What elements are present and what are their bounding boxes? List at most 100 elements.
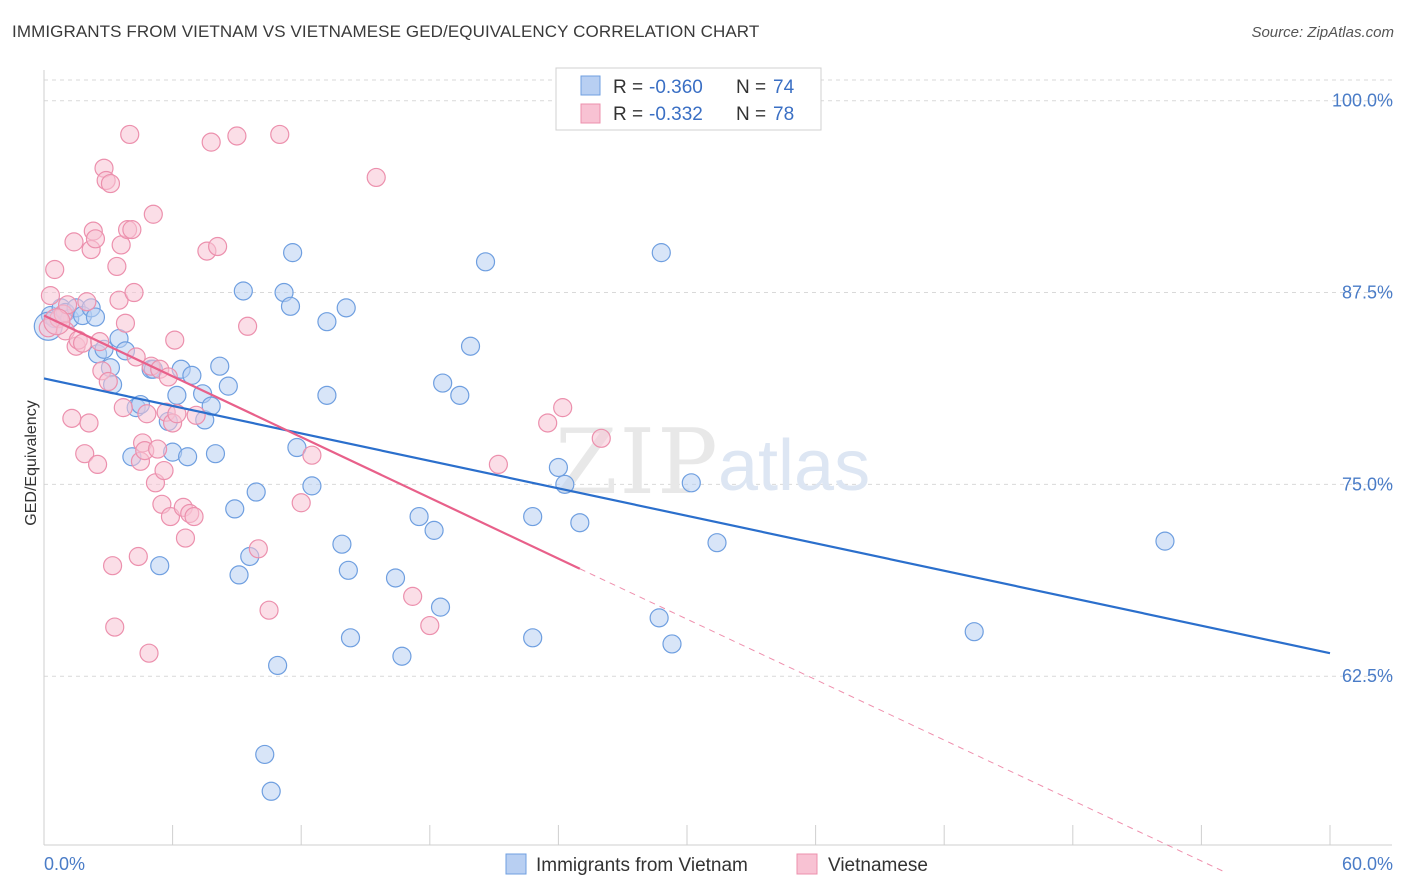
- data-point: [488, 454, 508, 475]
- grid-lines: [44, 79, 1392, 677]
- data-point: [167, 385, 187, 405]
- legend-n-value-2: 78: [773, 104, 794, 125]
- data-point: [218, 376, 238, 396]
- data-point: [225, 499, 245, 519]
- legend-bottom-swatch-pink: [796, 853, 818, 875]
- legend-r-value-2: -0.332: [649, 104, 703, 125]
- data-point: [139, 643, 159, 663]
- y-tick-labels: 62.5% 75.0% 87.5% 100.0%: [1332, 91, 1393, 686]
- data-point: [208, 236, 228, 257]
- data-point: [283, 243, 303, 263]
- data-point: [1155, 531, 1175, 551]
- data-point: [122, 220, 142, 240]
- data-point: [115, 313, 136, 333]
- data-point: [255, 744, 275, 765]
- data-point: [403, 586, 423, 606]
- chart-title: IMMIGRANTS FROM VIETNAM VS VIETNAMESE GE…: [12, 22, 760, 41]
- series-vietnamese: [38, 124, 611, 663]
- data-point: [102, 556, 123, 576]
- data-point: [87, 454, 108, 475]
- legend-r-label-1: R =: [613, 77, 648, 98]
- data-point: [538, 413, 558, 433]
- data-point: [317, 312, 337, 332]
- data-point: [79, 413, 99, 433]
- data-point: [248, 539, 268, 559]
- legend-r-label-2: R =: [613, 104, 648, 125]
- legend-swatch-pink: [580, 103, 601, 124]
- data-point: [85, 307, 106, 327]
- data-point: [268, 655, 288, 676]
- data-point: [366, 167, 386, 188]
- data-point: [124, 282, 144, 303]
- legend-r-value-1: -0.360: [649, 77, 703, 98]
- legend-bottom-swatch-blue: [505, 853, 527, 875]
- data-point: [523, 506, 543, 527]
- x-tick-label: 0.0%: [44, 854, 85, 874]
- data-point: [430, 597, 451, 617]
- data-point: [340, 628, 361, 648]
- data-point: [409, 506, 429, 527]
- data-point: [548, 457, 569, 478]
- data-point: [120, 124, 140, 145]
- watermark: ZIP atlas: [555, 410, 870, 515]
- data-point: [62, 408, 82, 428]
- data-point: [143, 204, 163, 224]
- data-point: [184, 506, 204, 527]
- data-point: [229, 565, 249, 585]
- data-point: [338, 560, 358, 580]
- data-point: [302, 476, 322, 496]
- data-point: [591, 428, 611, 448]
- data-point: [460, 336, 481, 356]
- data-point: [707, 533, 727, 553]
- data-point: [259, 600, 279, 620]
- legend-n-value-1: 74: [773, 77, 795, 98]
- data-point: [433, 373, 453, 393]
- data-point: [420, 615, 440, 636]
- x-tick-label: 60.0%: [1342, 854, 1393, 874]
- x-tick-labels: 0.0% 60.0%: [44, 854, 1393, 874]
- trend-line: [43, 377, 1331, 655]
- data-point: [137, 404, 157, 424]
- legend-n-label-1: N =: [736, 77, 771, 98]
- data-point: [100, 173, 121, 194]
- data-point: [77, 292, 97, 312]
- trend-line-extension: [579, 568, 1224, 872]
- y-tick-label: 100.0%: [1332, 91, 1393, 111]
- y-tick-label: 87.5%: [1342, 283, 1393, 303]
- data-point: [45, 259, 65, 280]
- legend-bottom-label-pink: Vietnamese: [828, 855, 928, 876]
- source-label: Source: ZipAtlas.com: [1251, 24, 1394, 41]
- watermark-atlas: atlas: [718, 426, 870, 506]
- data-point: [205, 444, 226, 464]
- data-point: [964, 622, 984, 642]
- data-point: [178, 447, 198, 467]
- data-point: [287, 437, 307, 458]
- data-point: [280, 296, 301, 316]
- y-tick-label: 62.5%: [1342, 666, 1393, 686]
- legend-swatch-blue: [580, 75, 601, 96]
- data-point: [165, 330, 185, 350]
- y-axis-label: GED/Equivalency: [23, 400, 40, 525]
- data-point: [681, 473, 701, 493]
- data-point: [150, 556, 170, 576]
- trend-lines: [43, 314, 1331, 872]
- data-point: [64, 232, 84, 252]
- data-point: [662, 634, 682, 654]
- legend-top: R = -0.360 N = 74 R = -0.332 N = 78: [555, 67, 822, 131]
- y-tick-label: 75.0%: [1342, 474, 1393, 494]
- data-point: [385, 568, 406, 588]
- data-point: [302, 445, 322, 465]
- data-point: [238, 316, 258, 336]
- data-point: [332, 534, 352, 554]
- data-point: [450, 385, 470, 405]
- data-point: [475, 252, 496, 272]
- data-point: [424, 520, 444, 540]
- data-point: [261, 781, 281, 801]
- data-point: [113, 398, 133, 418]
- data-point: [570, 513, 590, 533]
- data-point: [75, 444, 95, 464]
- data-point: [175, 528, 196, 548]
- data-point: [317, 385, 337, 405]
- data-point: [553, 398, 573, 418]
